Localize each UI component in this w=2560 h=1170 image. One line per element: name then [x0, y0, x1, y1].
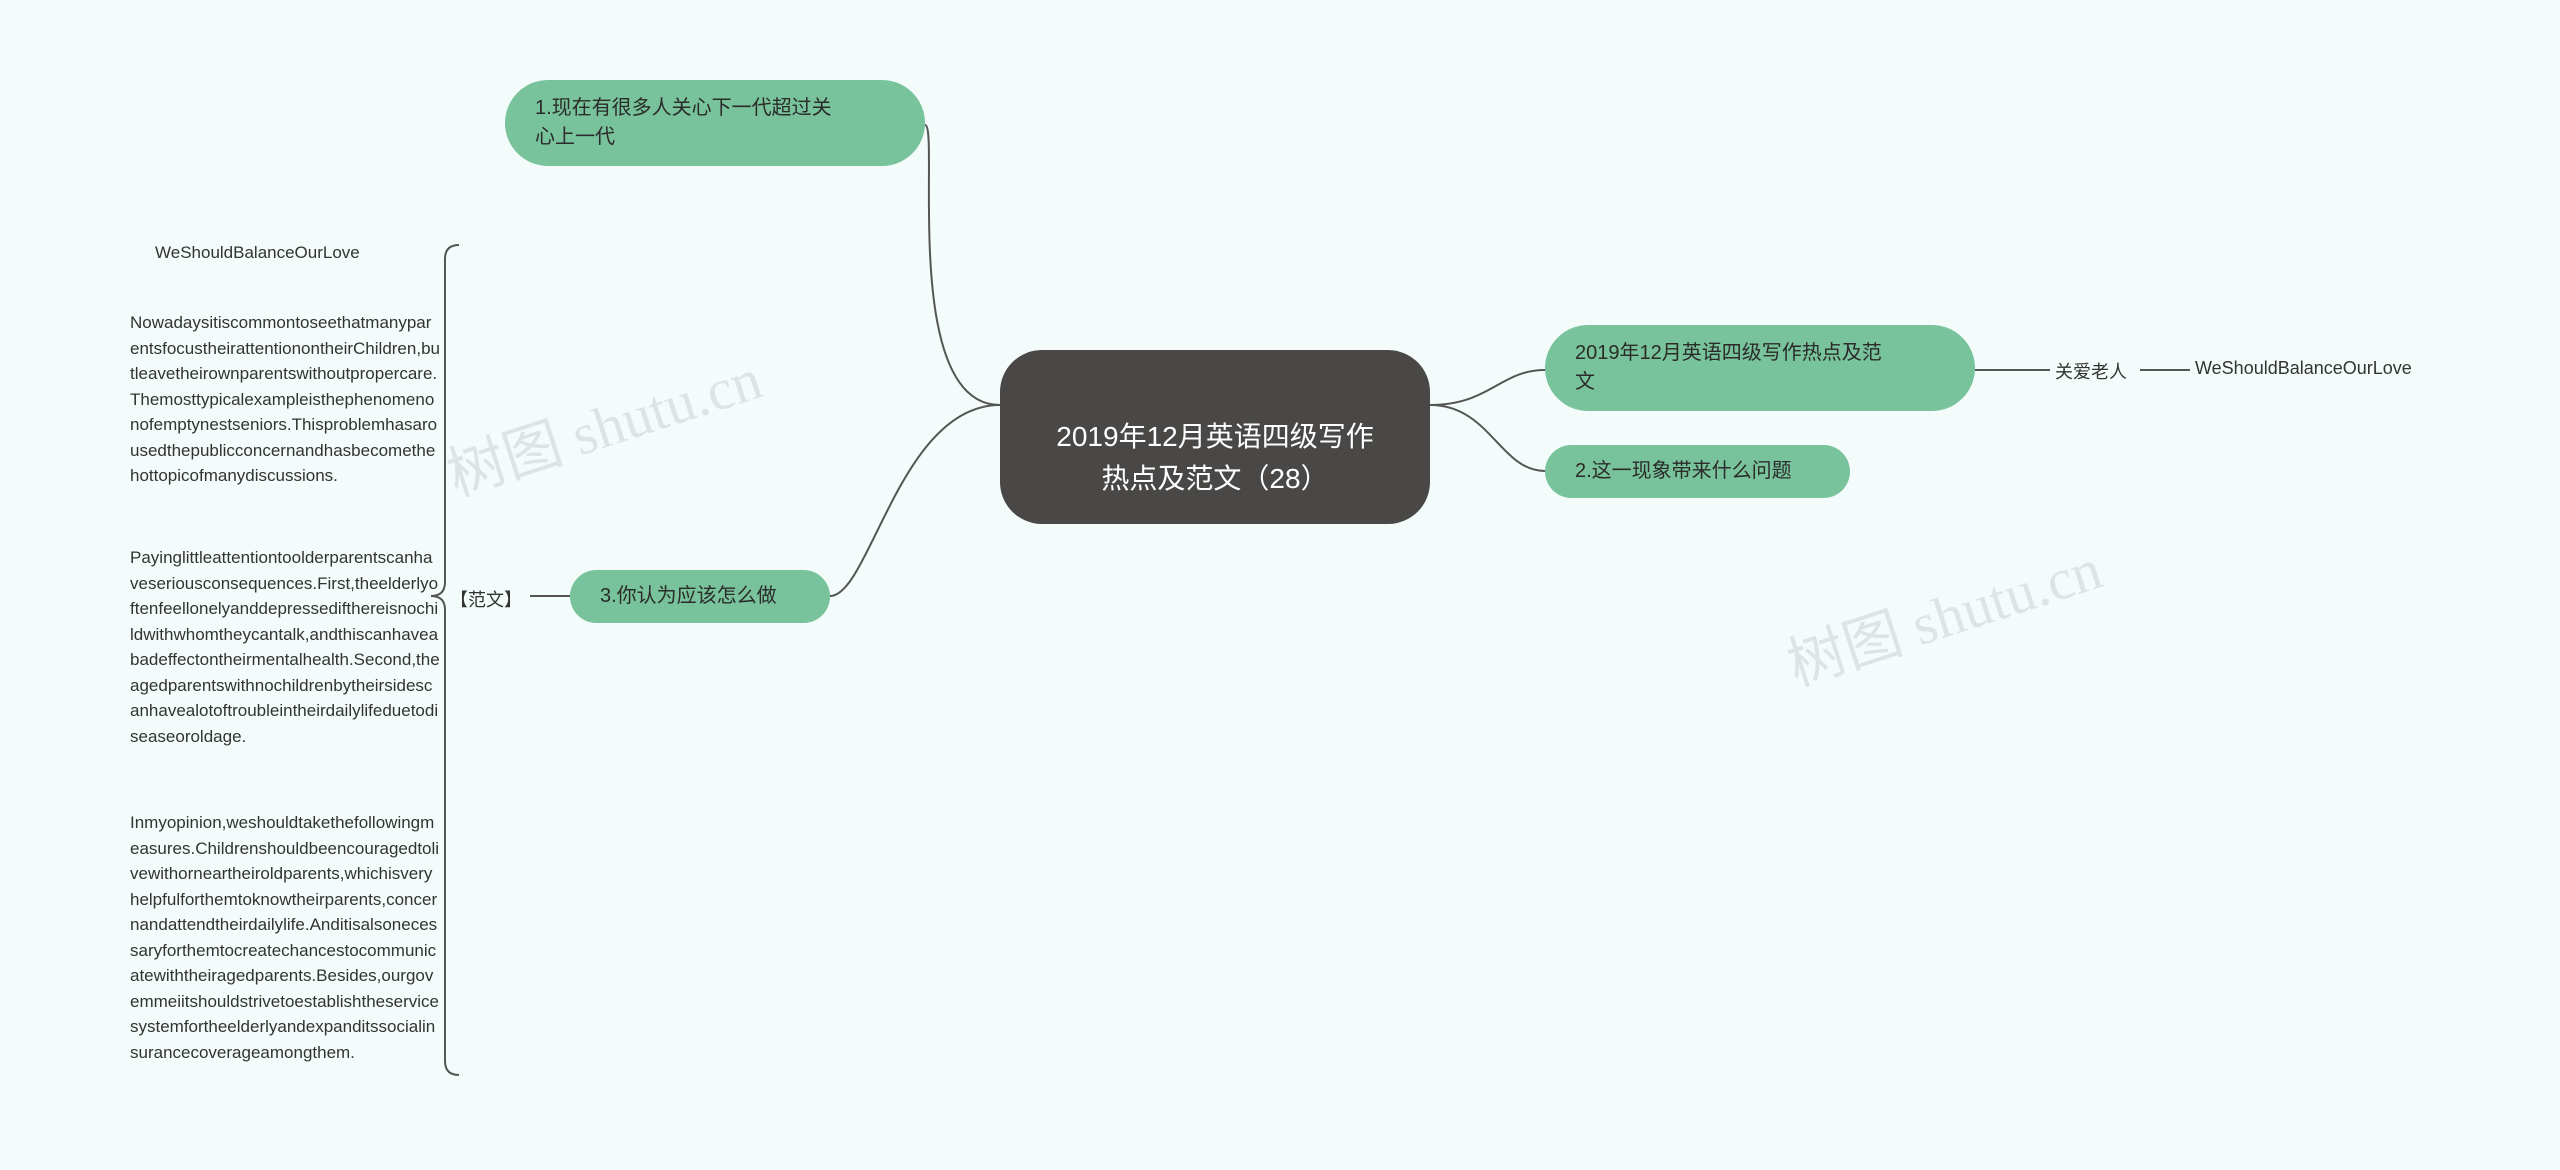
leaf-care-elderly[interactable]: 关爱老人 — [2055, 358, 2127, 384]
branch-1-more-care-next-gen[interactable]: 1.现在有很多人关心下一代超过关心上一代 — [505, 80, 925, 166]
leaf-balance-love[interactable]: WeShouldBalanceOurLove — [2195, 358, 2412, 379]
sample-essay-label: 【范文】 — [450, 586, 522, 612]
essay-para-1: Nowadaysitiscommontoseethatmanyparentsfo… — [130, 310, 440, 489]
branch-label: 1.现在有很多人关心下一代超过关心上一代 — [505, 80, 925, 166]
essay-title: WeShouldBalanceOurLove — [155, 240, 435, 266]
branch-label: 2.这一现象带来什么问题 — [1545, 445, 1850, 498]
essay-para-3: Inmyopinion,weshouldtakethefollowingmeas… — [130, 810, 440, 1065]
root-label: 2019年12月英语四级写作热点及范文（28） — [1000, 350, 1430, 524]
branch-label: 3.你认为应该怎么做 — [570, 570, 830, 623]
branch-label: 2019年12月英语四级写作热点及范文 — [1545, 325, 1975, 411]
branch-right-title[interactable]: 2019年12月英语四级写作热点及范文 — [1545, 325, 1975, 411]
mindmap-canvas: 树图 shutu.cn 树图 shutu.cn 2019年12月英语四级写作热点… — [0, 0, 2560, 1170]
essay-para-2: Payinglittleattentiontoolderparentscanha… — [130, 545, 440, 749]
root-node[interactable]: 2019年12月英语四级写作热点及范文（28） — [1000, 350, 1430, 524]
branch-3-what-to-do[interactable]: 3.你认为应该怎么做 — [570, 570, 830, 623]
branch-2-problems[interactable]: 2.这一现象带来什么问题 — [1545, 445, 1850, 498]
